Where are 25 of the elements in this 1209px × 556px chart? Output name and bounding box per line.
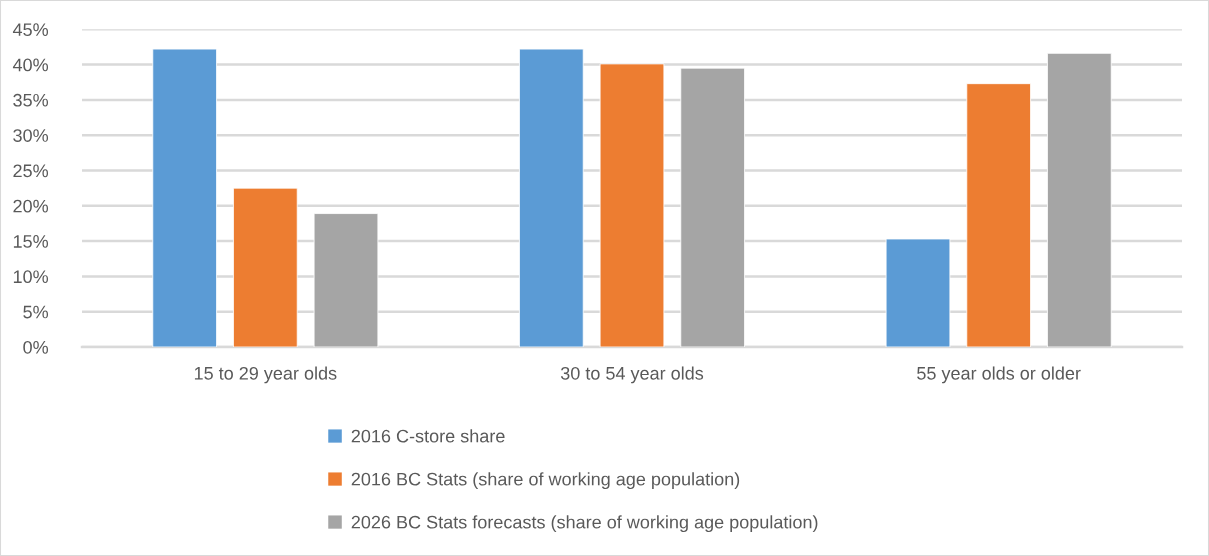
bar [1047,52,1112,347]
y-tick-label: 15% [13,235,49,248]
bar [599,63,665,347]
bar [152,48,217,347]
y-tick-label: 5% [23,305,49,319]
bar [885,238,951,347]
x-tick-label: 15 to 29 year olds [194,366,337,384]
y-tick-label: 20% [13,199,49,213]
y-tick-label: 35% [13,93,49,107]
y-tick-label: 25% [13,164,49,178]
bar [680,67,745,347]
bar [313,213,379,347]
y-tick-label: 0% [23,340,49,354]
legend-label: 2026 BC Stats forecasts (share of working age population) [351,515,818,533]
legend-label: 2016 BC Stats (share of working age population) [351,472,740,490]
legend-label: 2016 C-store share [351,429,505,443]
bar [966,83,1031,347]
y-tick-label: 30% [13,129,49,142]
x-tick-label: 30 to 54 year olds [560,366,704,384]
bar [233,187,298,347]
y-tick-label: 40% [12,58,49,72]
bar [519,48,584,347]
x-tick-label: 55 year olds or older [917,366,1081,384]
y-tick-label: 10% [13,270,49,284]
y-tick-label: 45% [12,23,49,37]
